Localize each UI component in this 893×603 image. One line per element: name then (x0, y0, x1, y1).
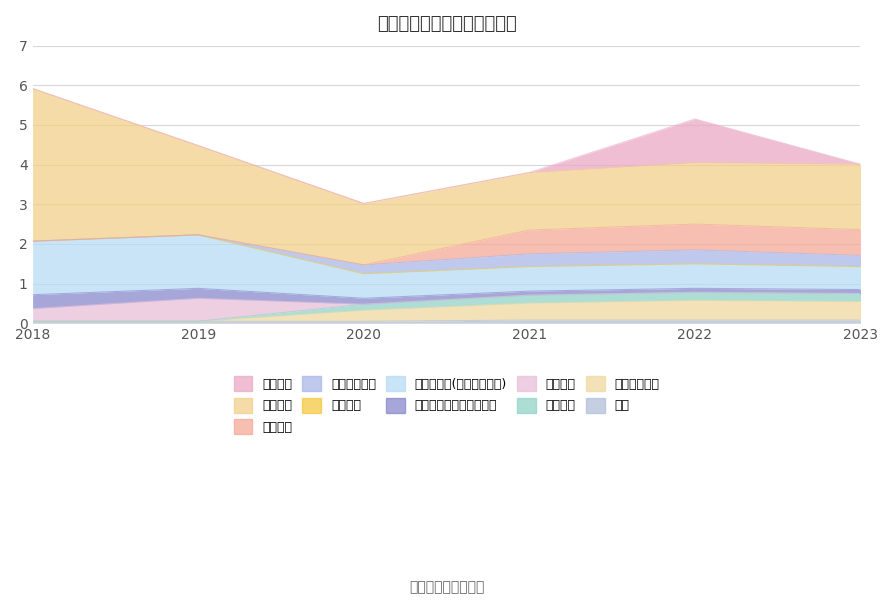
Legend: 短期借款, 应付账款, 合同负债, 应付脉工薪酬, 应交税费, 其他应付款(含利息和股利), 一年内到期的非流动负债, 长期借款, 租赁负债, 长期递延收益, : 短期借款, 应付账款, 合同负债, 应付脉工薪酬, 应交税费, 其他应付款(含利… (229, 371, 664, 440)
Title: 历年主要负债堆积图（亿元）: 历年主要负债堆积图（亿元） (377, 15, 516, 33)
Text: 数据来源：恒生聚源: 数据来源：恒生聚源 (409, 580, 484, 594)
